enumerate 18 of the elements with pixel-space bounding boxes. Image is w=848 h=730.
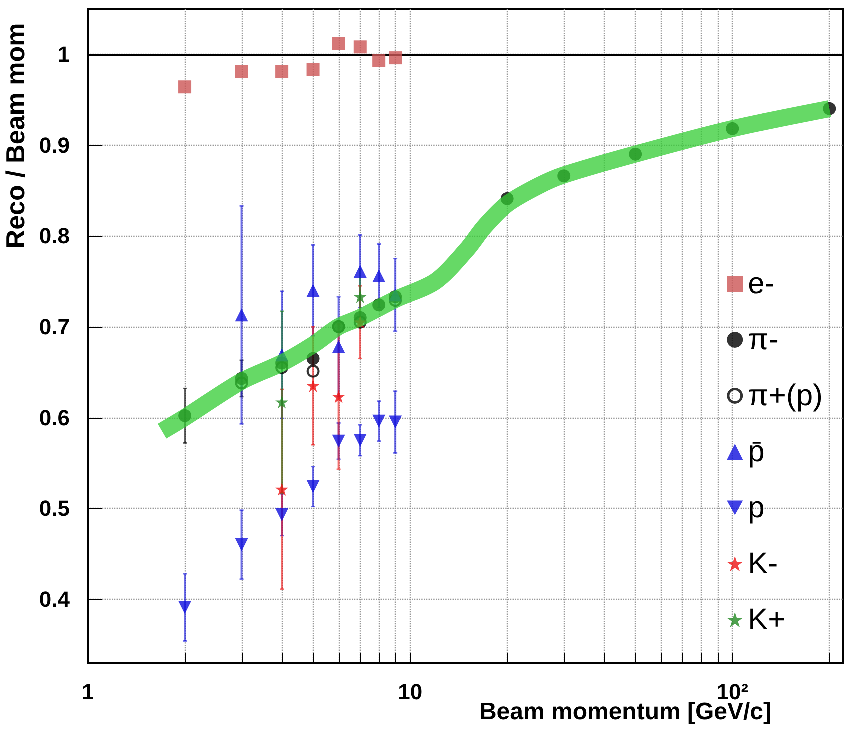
x-axis-title: Beam momentum [GeV/c] <box>479 698 772 726</box>
y-tick-label: 1 <box>58 42 70 67</box>
y-tick-label: 0.5 <box>39 496 70 522</box>
legend-label: K- <box>748 548 778 580</box>
y-tick-label: 0.8 <box>39 224 70 249</box>
x-tick-label: 1 <box>82 680 94 704</box>
legend-label: π- <box>748 324 779 356</box>
y-tick-label: 0.9 <box>39 132 70 158</box>
legend-label: p̄ <box>748 436 765 468</box>
y-tick-label: 0.4 <box>39 586 71 612</box>
y-axis-title: Reco / Beam mom <box>0 23 31 249</box>
legend-label: p <box>748 492 765 524</box>
x-tick-label: 10 <box>398 680 423 704</box>
legend-label: K+ <box>748 604 786 636</box>
legend-label: e- <box>748 268 775 300</box>
y-tick-label: 0.7 <box>39 314 70 340</box>
legend-label: π+(p) <box>748 380 824 412</box>
y-tick-label: 0.6 <box>39 405 70 430</box>
